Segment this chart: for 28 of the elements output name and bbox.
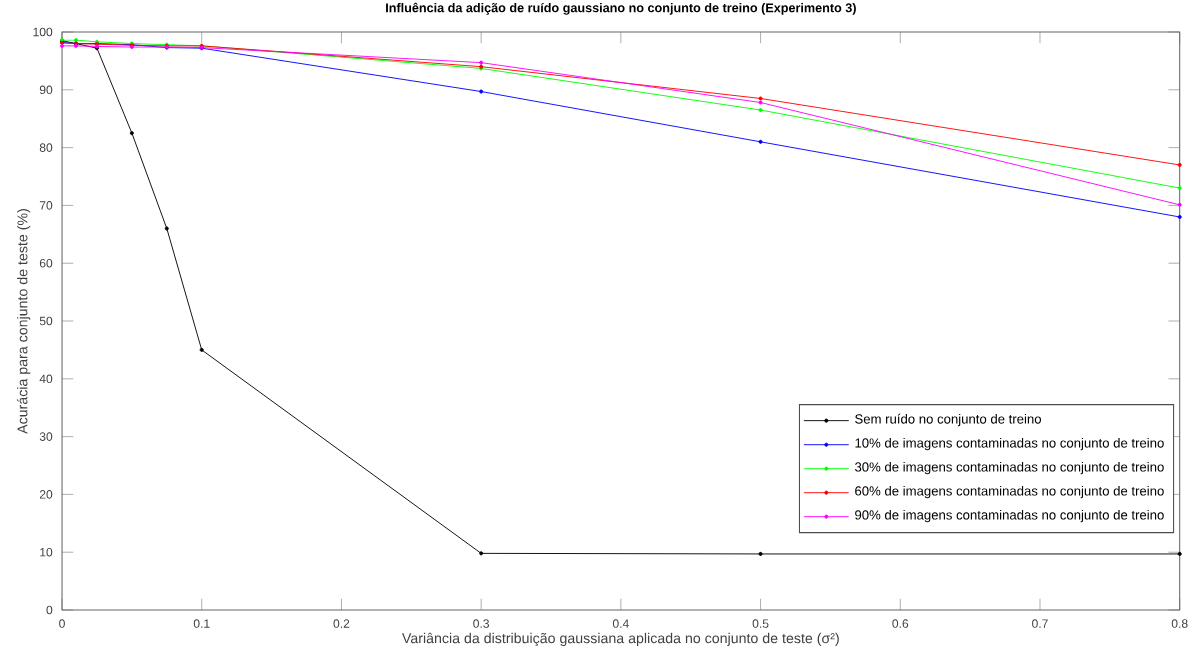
y-tick-label: 40 [39, 374, 53, 384]
y-tick-label: 70 [39, 201, 53, 210]
x-tick-label: 0.1 [193, 619, 210, 628]
legend-label: 30% de imagens contaminadas no conjunto de treino [854, 461, 1164, 475]
y-axis-title: Acurácia para conjunto de teste (%) [16, 209, 31, 434]
x-tick-label: 0.3 [473, 619, 490, 628]
x-tick-label: 0.4 [612, 619, 629, 628]
x-tick-label: 0.8 [1171, 619, 1188, 628]
legend-label: 60% de imagens contaminadas no conjunto de treino [855, 485, 1164, 499]
y-tick-label: 90 [39, 85, 53, 95]
y-tick-label: 50 [39, 316, 53, 326]
legend-label: Sem ruído no conjunto de treino [855, 413, 1042, 427]
y-tick-label: 0 [46, 605, 53, 615]
x-tick-label: 0 [59, 619, 65, 628]
x-tick-label: 0.5 [752, 619, 769, 628]
legend-label: 10% de imagens contaminadas no conjunto de treino [855, 437, 1164, 451]
y-tick-label: 100 [33, 27, 53, 37]
y-tick-label: 80 [39, 143, 53, 152]
legend-label: 90% de imagens contaminadas no conjunto de treino [855, 509, 1164, 523]
x-axis-title: Variância da distribuição gaussiana aplicada no conjunto de teste (σ²) [402, 632, 839, 647]
x-tick-label: 0.7 [1032, 619, 1048, 628]
chart-title: Influência da adição de ruído gaussiano no conjunto de treino (Experimento 3) [386, 2, 856, 15]
y-tick-label: 10 [40, 547, 53, 557]
x-tick-label: 0.6 [892, 619, 909, 628]
y-tick-label: 20 [39, 490, 53, 499]
y-tick-label: 30 [39, 432, 53, 441]
y-tick-label: 60 [39, 258, 53, 268]
x-tick-label: 0.2 [333, 619, 350, 628]
